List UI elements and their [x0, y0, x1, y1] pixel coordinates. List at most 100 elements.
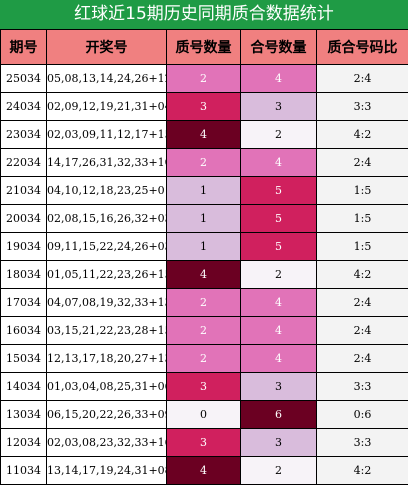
issue-cell: 24034 [1, 93, 47, 121]
draw-numbers-cell: 05,08,13,14,24,26+12 [47, 65, 167, 93]
ratio-cell: 2:4 [317, 345, 408, 373]
issue-cell: 19034 [1, 233, 47, 261]
page-title: 红球近15期历史同期质合数据统计 [0, 0, 408, 29]
draw-numbers-cell: 14,17,26,31,32,33+10 [47, 149, 167, 177]
composite-count-cell: 4 [241, 65, 317, 93]
draw-numbers-cell: 01,05,11,22,23,26+15 [47, 261, 167, 289]
ratio-cell: 3:3 [317, 93, 408, 121]
prime-count-cell: 2 [167, 345, 241, 373]
issue-cell: 25034 [1, 65, 47, 93]
prime-count-cell: 2 [167, 149, 241, 177]
draw-numbers-cell: 04,07,08,19,32,33+13 [47, 289, 167, 317]
issue-cell: 15034 [1, 345, 47, 373]
composite-count-cell: 5 [241, 233, 317, 261]
draw-numbers-cell: 09,11,15,22,24,26+03 [47, 233, 167, 261]
composite-count-cell: 4 [241, 289, 317, 317]
issue-cell: 17034 [1, 289, 47, 317]
ratio-cell: 4:2 [317, 261, 408, 289]
draw-numbers-cell: 12,13,17,18,20,27+13 [47, 345, 167, 373]
prime-count-cell: 0 [167, 401, 241, 429]
draw-numbers-cell: 01,03,04,08,25,31+06 [47, 373, 167, 401]
draw-numbers-cell: 02,03,09,11,12,17+15 [47, 121, 167, 149]
composite-count-cell: 5 [241, 177, 317, 205]
ratio-cell: 0:6 [317, 401, 408, 429]
draw-numbers-cell: 06,15,20,22,26,33+09 [47, 401, 167, 429]
composite-count-cell: 3 [241, 373, 317, 401]
composite-count-cell: 4 [241, 345, 317, 373]
header-prime-count: 质号数量 [167, 30, 241, 65]
ratio-cell: 4:2 [317, 121, 408, 149]
issue-cell: 22034 [1, 149, 47, 177]
ratio-cell: 1:5 [317, 177, 408, 205]
draw-numbers-cell: 02,09,12,19,21,31+04 [47, 93, 167, 121]
issue-cell: 16034 [1, 317, 47, 345]
prime-count-cell: 4 [167, 457, 241, 485]
ratio-cell: 4:2 [317, 457, 408, 485]
composite-count-cell: 3 [241, 93, 317, 121]
draw-numbers-cell: 02,08,15,16,26,32+03 [47, 205, 167, 233]
composite-count-cell: 2 [241, 121, 317, 149]
header-composite-count: 合号数量 [241, 30, 317, 65]
composite-count-cell: 5 [241, 205, 317, 233]
ratio-cell: 3:3 [317, 429, 408, 457]
draw-numbers-cell: 02,03,08,23,32,33+16 [47, 429, 167, 457]
issue-cell: 13034 [1, 401, 47, 429]
prime-count-cell: 2 [167, 65, 241, 93]
draw-numbers-cell: 13,14,17,19,24,31+08 [47, 457, 167, 485]
ratio-cell: 2:4 [317, 317, 408, 345]
composite-count-cell: 2 [241, 457, 317, 485]
ratio-cell: 1:5 [317, 205, 408, 233]
ratio-cell: 3:3 [317, 373, 408, 401]
ratio-cell: 2:4 [317, 289, 408, 317]
issue-cell: 23034 [1, 121, 47, 149]
draw-numbers-cell: 03,15,21,22,23,28+15 [47, 317, 167, 345]
prime-count-cell: 1 [167, 233, 241, 261]
issue-cell: 18034 [1, 261, 47, 289]
composite-count-cell: 4 [241, 149, 317, 177]
header-numbers: 开奖号 [47, 30, 167, 65]
prime-count-cell: 2 [167, 317, 241, 345]
issue-cell: 20034 [1, 205, 47, 233]
prime-count-cell: 3 [167, 429, 241, 457]
issue-cell: 14034 [1, 373, 47, 401]
prime-count-cell: 3 [167, 93, 241, 121]
table-header-row: 期号 开奖号 质号数量 合号数量 质合号码比 [1, 30, 408, 65]
issue-cell: 21034 [1, 177, 47, 205]
header-ratio: 质合号码比 [317, 30, 408, 65]
prime-count-cell: 3 [167, 373, 241, 401]
prime-count-cell: 1 [167, 205, 241, 233]
prime-count-cell: 4 [167, 121, 241, 149]
composite-count-cell: 3 [241, 429, 317, 457]
ratio-cell: 1:5 [317, 233, 408, 261]
draw-numbers-cell: 04,10,12,18,23,25+01 [47, 177, 167, 205]
prime-count-cell: 1 [167, 177, 241, 205]
composite-count-cell: 4 [241, 317, 317, 345]
composite-count-cell: 2 [241, 261, 317, 289]
issue-cell: 11034 [1, 457, 47, 485]
issue-cell: 12034 [1, 429, 47, 457]
ratio-cell: 2:4 [317, 149, 408, 177]
prime-count-cell: 2 [167, 289, 241, 317]
header-issue: 期号 [1, 30, 47, 65]
ratio-cell: 2:4 [317, 65, 408, 93]
composite-count-cell: 6 [241, 401, 317, 429]
prime-count-cell: 4 [167, 261, 241, 289]
